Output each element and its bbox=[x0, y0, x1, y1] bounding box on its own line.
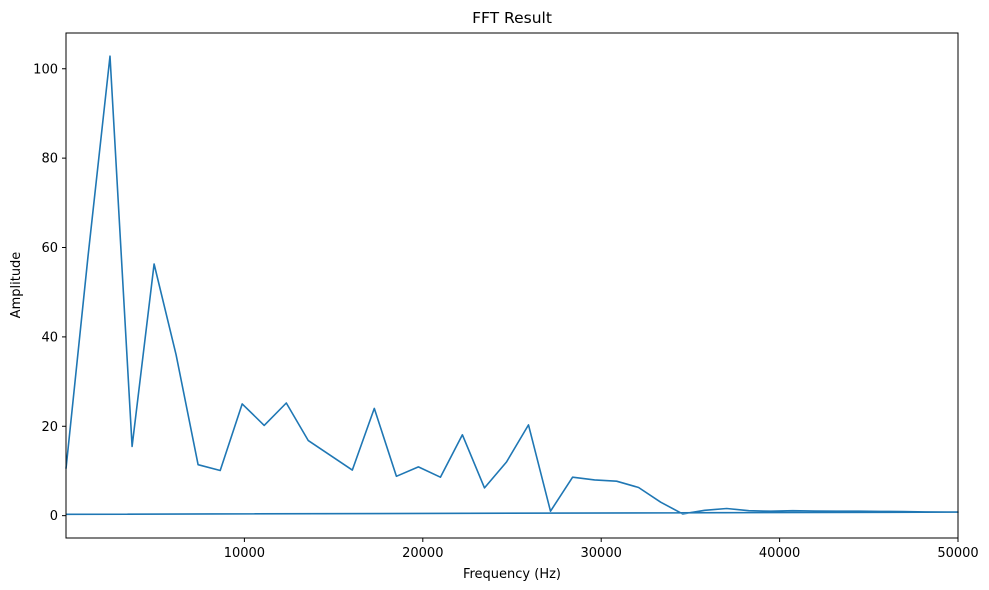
x-axis-label: Frequency (Hz) bbox=[463, 567, 561, 582]
x-tick-label: 20000 bbox=[402, 546, 443, 561]
plot-area bbox=[65, 32, 959, 539]
plot-frame bbox=[65, 32, 959, 539]
x-tick-label: 40000 bbox=[759, 546, 800, 561]
x-tick-label: 30000 bbox=[581, 546, 622, 561]
x-tick-label: 50000 bbox=[937, 546, 978, 561]
chart-title: FFT Result bbox=[472, 9, 552, 27]
x-tick-label: 10000 bbox=[224, 546, 265, 561]
x-axis: 10000 20000 30000 40000 50000 bbox=[224, 538, 979, 561]
y-tick-label: 40 bbox=[41, 330, 58, 345]
y-tick-label: 60 bbox=[41, 241, 58, 256]
y-tick-label: 80 bbox=[41, 152, 58, 167]
y-axis: 0 20 40 60 80 100 bbox=[33, 62, 66, 524]
y-tick-label: 0 bbox=[50, 509, 58, 524]
y-tick-label: 100 bbox=[33, 62, 58, 77]
y-tick-label: 20 bbox=[41, 420, 58, 435]
series-line bbox=[65, 55, 959, 516]
y-axis-label: Amplitude bbox=[9, 252, 24, 319]
